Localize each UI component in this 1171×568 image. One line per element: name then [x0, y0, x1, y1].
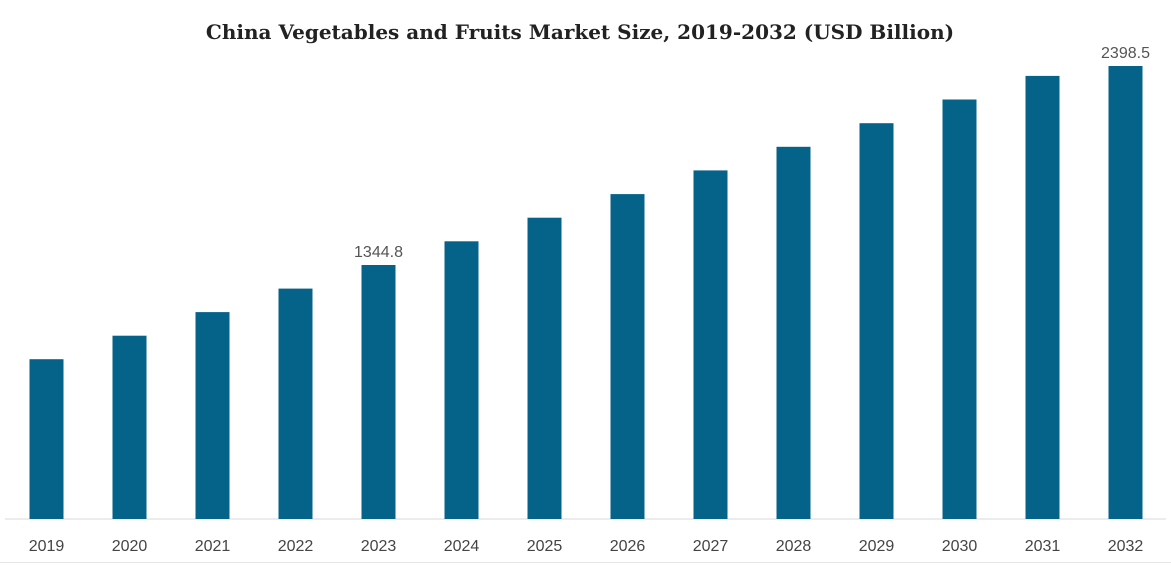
x-tick-label-2023: 2023 [361, 538, 397, 555]
x-tick-label-2026: 2026 [610, 538, 646, 555]
x-tick-label-2028: 2028 [776, 538, 812, 555]
bar-2031 [1025, 75, 1060, 520]
bar-2023 [361, 265, 396, 519]
bar-2028 [776, 146, 811, 520]
x-tick-label-2020: 2020 [112, 538, 148, 555]
bar-2022 [278, 288, 313, 519]
x-tick-label-2021: 2021 [195, 538, 231, 555]
x-tick-label-2019: 2019 [29, 538, 65, 555]
x-tick-label-2030: 2030 [942, 538, 978, 555]
bar-2029 [859, 123, 894, 519]
x-tick-label-2031: 2031 [1025, 538, 1061, 555]
bar-2020 [112, 335, 147, 519]
x-tick-label-2022: 2022 [278, 538, 314, 555]
bar-2024 [444, 241, 479, 520]
x-tick-label-2027: 2027 [693, 538, 729, 555]
bottom-divider [0, 562, 1171, 563]
bar-2025 [527, 217, 562, 519]
x-tick-label-2032: 2032 [1108, 538, 1144, 555]
x-tick-label-2024: 2024 [444, 538, 480, 555]
data-label-2032: 2398.5 [1101, 45, 1150, 62]
bar-2021 [195, 312, 230, 519]
chart-title: China Vegetables and Fruits Market Size,… [205, 20, 955, 44]
bar-2027 [693, 170, 728, 519]
data-label-2023: 1344.8 [354, 244, 403, 261]
bar-2032 [1108, 66, 1143, 519]
bar-2030 [942, 99, 977, 519]
x-tick-label-2029: 2029 [859, 538, 895, 555]
bar-2019 [29, 359, 64, 519]
x-tick-label-2025: 2025 [527, 538, 563, 555]
bar-2026 [610, 194, 645, 519]
